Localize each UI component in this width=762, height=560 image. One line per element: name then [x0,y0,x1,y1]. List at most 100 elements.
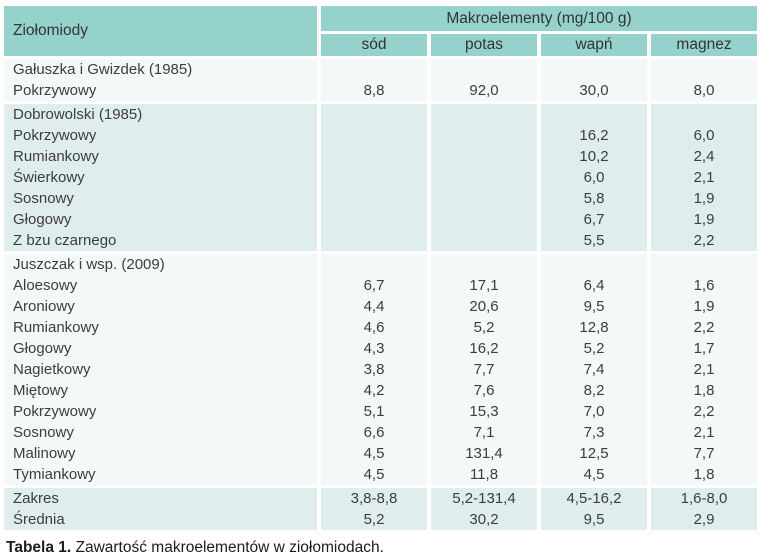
honey-name: Pokrzywowy [13,403,97,420]
value-wapn: 7,0 [583,403,605,420]
value-magnez: 1,7 [693,340,715,357]
value-magnez: 6,0 [693,127,715,144]
spacer [651,254,757,275]
wapn-column: 30,0 [541,59,647,101]
value-sod [321,146,427,167]
label-column: Juszczak i wsp. (2009) Aloesowy Aroniowy… [4,254,317,485]
caption-text: Zawartość makroelementów w ziołomiodach. [71,539,384,556]
value-sod: 6,7 [363,277,385,294]
magnez-column: 1,6-8,0 2,9 [651,488,757,530]
value-potas [431,188,537,209]
source-row: Juszczak i wsp. (2009) [13,256,165,273]
table-header: Ziołomiody Makroelementy (mg/100 g) sód … [4,6,757,56]
value-magnez: 1,8 [693,382,715,399]
honey-name: Miętowy [13,382,69,399]
value-magnez: 1,9 [693,211,715,228]
value-sod: 8,8 [363,82,385,99]
value-potas [431,146,537,167]
spacer [321,104,427,125]
spacer [321,254,427,275]
summary-label: Średnia [13,511,65,528]
value-potas: 7,1 [473,424,495,441]
value-sod [321,188,427,209]
value-sod [321,230,427,251]
value-wapn: 6,7 [583,211,605,228]
value-wapn: 10,2 [579,148,609,165]
wapn-column: 4,5-16,2 9,5 [541,488,647,530]
value-magnez: 1,9 [693,190,715,207]
value-potas: 20,6 [469,298,499,315]
value-sod: 4,4 [363,298,385,315]
value-potas: 11,8 [469,466,499,483]
magnez-column: 6,0 2,4 2,1 1,9 1,9 2,2 [651,104,757,251]
wapn-column: 16,2 10,2 6,0 5,8 6,7 5,5 [541,104,647,251]
honey-name: Świerkowy [13,169,85,186]
value-potas: 15,3 [469,403,499,420]
value-potas [431,125,537,146]
honey-name: Sosnowy [13,190,74,207]
value-wapn: 9,5 [583,298,605,315]
value-sod: 5,1 [363,403,385,420]
value-wapn: 4,5 [583,466,605,483]
value-sod [321,209,427,230]
value-wapn: 12,5 [579,445,609,462]
value-sod: 4,5 [363,445,385,462]
value-magnez: 2,1 [693,424,715,441]
value-magnez: 1,8 [693,466,715,483]
value-wapn: 5,8 [583,190,605,207]
honey-name: Głogowy [13,211,72,228]
value-potas [431,209,537,230]
value-wapn: 7,3 [583,424,605,441]
honey-name: Aroniowy [13,298,75,315]
spacer [321,59,427,80]
spacer [651,104,757,125]
value-sod: 3,8-8,8 [350,490,398,507]
value-sod: 4,5 [363,466,385,483]
value-wapn: 12,8 [579,319,609,336]
value-magnez: 8,0 [693,82,715,99]
section-galuszka: Gałuszka i Gwizdek (1985) Pokrzywowy 8,8… [4,59,757,101]
label-column: Gałuszka i Gwizdek (1985) Pokrzywowy [4,59,317,101]
value-potas: 16,2 [469,340,499,357]
value-potas: 17,1 [469,277,499,294]
value-sod [321,125,427,146]
header-col-wapn: wapń [541,34,647,56]
sod-column: 6,7 4,4 4,6 4,3 3,8 4,2 5,1 6,6 4,5 4,5 [321,254,427,485]
value-potas [431,230,537,251]
section-summary: Zakres Średnia 3,8-8,8 5,2 5,2-131,4 30,… [4,488,757,530]
spacer [541,59,647,80]
honey-name: Pokrzywowy [13,82,97,99]
value-magnez: 2,1 [693,169,715,186]
value-magnez: 2,9 [693,511,715,528]
header-col-sod: sód [321,34,427,56]
label-column: Dobrowolski (1985) Pokrzywowy Rumiankowy… [4,104,317,251]
caption-label: Tabela 1. [6,539,72,556]
value-magnez: 2,2 [693,403,715,420]
value-potas: 5,2 [473,319,495,336]
value-sod: 5,2 [363,511,385,528]
spacer [431,104,537,125]
honey-name: Aloesowy [13,277,78,294]
value-wapn: 16,2 [579,127,609,144]
value-potas: 7,7 [473,361,495,378]
value-magnez: 2,2 [693,232,715,249]
honey-name: Rumiankowy [13,319,99,336]
wapn-column: 6,4 9,5 12,8 5,2 7,4 8,2 7,0 7,3 12,5 4,… [541,254,647,485]
magnez-column: 8,0 [651,59,757,101]
spacer [431,59,537,80]
potas-column: 5,2-131,4 30,2 [431,488,537,530]
sod-column: 8,8 [321,59,427,101]
value-sod: 6,6 [363,424,385,441]
value-potas: 7,6 [473,382,495,399]
header-col-potas: potas [431,34,537,56]
honey-name: Rumiankowy [13,148,99,165]
potas-column: 92,0 [431,59,537,101]
value-potas: 92,0 [469,82,499,99]
value-wapn: 30,0 [579,82,609,99]
value-sod: 4,6 [363,319,385,336]
honey-name: Malinowy [13,445,76,462]
spacer [651,59,757,80]
section-dobrowolski: Dobrowolski (1985) Pokrzywowy Rumiankowy… [4,104,757,251]
value-wapn: 9,5 [583,511,605,528]
spacer [541,254,647,275]
